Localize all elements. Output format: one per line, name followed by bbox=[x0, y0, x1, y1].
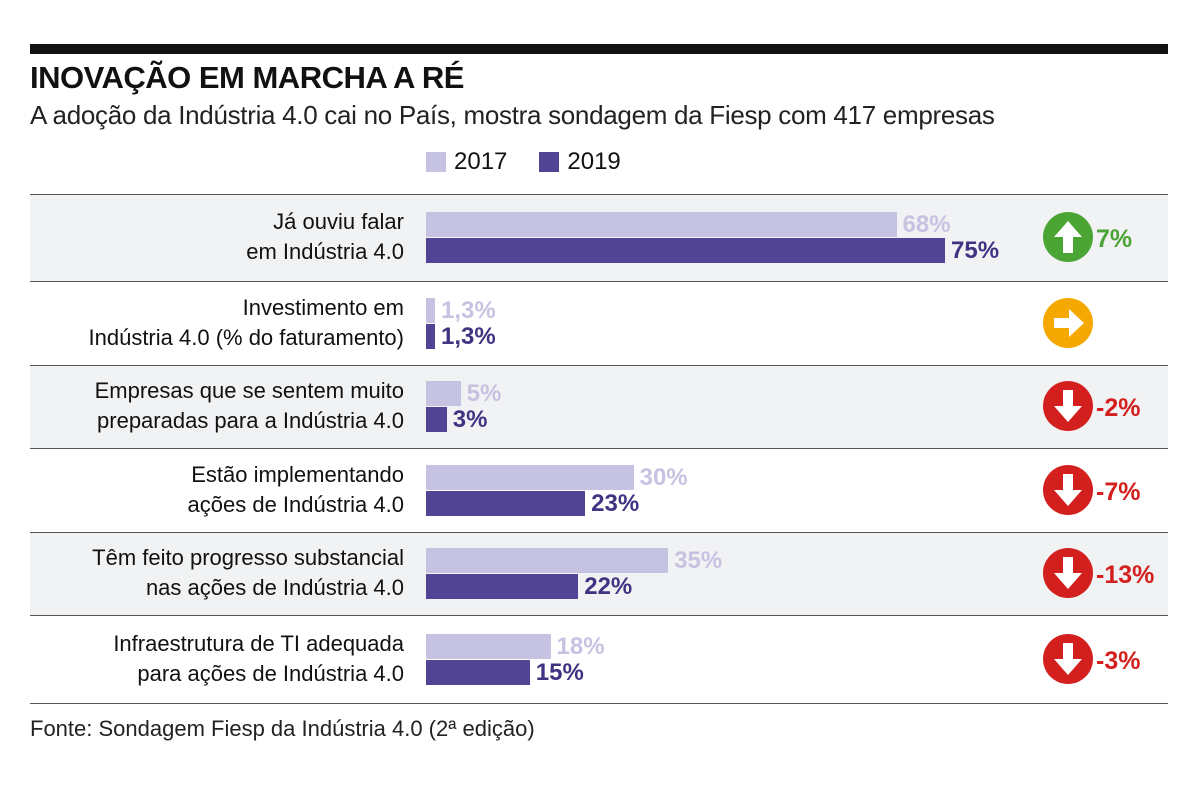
category-label: Empresas que se sentem muito preparadas p… bbox=[95, 376, 404, 436]
category-label-line: para ações de Indústria 4.0 bbox=[137, 660, 404, 686]
chart-row: Já ouviu falar em Indústria 4.0 68% 75% 7% bbox=[30, 194, 1168, 281]
bar-2017 bbox=[426, 548, 669, 573]
change-indicator: -7% bbox=[1042, 464, 1140, 521]
chart-row: Investimento em Indústria 4.0 (% do fatur… bbox=[30, 281, 1168, 365]
legend-item-2017: 2017 bbox=[426, 148, 507, 176]
category-label: Têm feito progresso substancial nas ações… bbox=[92, 543, 404, 603]
change-indicator: 7% bbox=[1042, 211, 1132, 268]
category-label-line: Têm feito progresso substancial bbox=[92, 545, 404, 570]
category-label-line: em Indústria 4.0 bbox=[246, 239, 404, 264]
legend-swatch-2017 bbox=[426, 152, 446, 172]
change-indicator: -3% bbox=[1042, 633, 1140, 690]
chart-title: INOVAÇÃO EM MARCHA A RÉ bbox=[30, 60, 464, 95]
category-label-line: Empresas que se sentem muito bbox=[94, 378, 404, 403]
source-note: Fonte: Sondagem Fiesp da Indústria 4.0 (… bbox=[30, 716, 535, 741]
bar-2017 bbox=[426, 633, 551, 659]
category-label: Investimento em Indústria 4.0 (% do fatur… bbox=[89, 293, 405, 353]
change-indicator: -2% bbox=[1042, 380, 1140, 437]
data-label-2017: 68% bbox=[902, 211, 951, 238]
chart-row: Estão implementando ações de Indústria 4.… bbox=[30, 448, 1168, 532]
category-label: Já ouviu falar em Indústria 4.0 bbox=[246, 207, 404, 267]
bar-2019 bbox=[426, 659, 530, 685]
arrow-down-icon bbox=[1042, 380, 1094, 437]
change-value: -7% bbox=[1096, 477, 1141, 506]
data-label-2019: 15% bbox=[535, 658, 584, 686]
bar-2017 bbox=[426, 381, 461, 406]
data-label-2019: 23% bbox=[591, 489, 640, 517]
bar-2019 bbox=[426, 490, 586, 516]
arrow-right-icon bbox=[1042, 297, 1094, 354]
data-label-2019: 3% bbox=[452, 406, 488, 433]
legend-item-2019: 2019 bbox=[539, 148, 621, 176]
top-rule bbox=[30, 44, 1168, 54]
chart-rows: Já ouviu falar em Indústria 4.0 68% 75% 7% In… bbox=[30, 194, 1168, 704]
chart-subtitle: A adoção da Indústria 4.0 cai no País, m… bbox=[30, 100, 995, 130]
arrow-down-icon bbox=[1042, 547, 1094, 604]
bar-2017 bbox=[426, 464, 634, 490]
chart-row: Têm feito progresso substancial nas ações… bbox=[30, 532, 1168, 615]
category-label-line: Já ouviu falar bbox=[273, 209, 404, 234]
category-label: Estão implementando ações de Indústria 4.… bbox=[188, 460, 404, 520]
arrow-down-icon bbox=[1042, 464, 1094, 521]
data-label-2017: 5% bbox=[466, 380, 502, 407]
change-indicator: -13% bbox=[1042, 547, 1154, 604]
category-label-line: Indústria 4.0 (% do faturamento) bbox=[88, 324, 405, 350]
data-label-2017: 30% bbox=[639, 463, 688, 491]
change-value: -2% bbox=[1096, 394, 1141, 422]
change-indicator bbox=[1042, 297, 1094, 354]
legend-label-2017: 2017 bbox=[454, 148, 508, 175]
chart-row: Empresas que se sentem muito preparadas p… bbox=[30, 365, 1168, 448]
chart-row: Infraestrutura de TI adequada para ações … bbox=[30, 615, 1168, 704]
arrow-down-icon bbox=[1042, 633, 1094, 690]
bar-2017 bbox=[426, 297, 435, 323]
change-value: 7% bbox=[1096, 225, 1133, 253]
legend-swatch-2019 bbox=[539, 152, 560, 172]
category-label-line: nas ações de Indústria 4.0 bbox=[145, 575, 404, 600]
data-label-2019: 22% bbox=[584, 573, 633, 600]
bar-2019 bbox=[426, 238, 945, 263]
category-label-line: Infraestrutura de TI adequada bbox=[113, 630, 404, 656]
data-label-2017: 35% bbox=[674, 547, 723, 574]
arrow-up-icon bbox=[1042, 211, 1094, 268]
legend-label-2019: 2019 bbox=[567, 148, 621, 175]
category-label: Infraestrutura de TI adequada para ações … bbox=[113, 629, 404, 689]
bar-2019 bbox=[426, 574, 579, 599]
bar-2019 bbox=[426, 323, 435, 349]
change-value: -3% bbox=[1096, 646, 1141, 675]
bar-2017 bbox=[426, 212, 897, 237]
data-label-2019: 1,3% bbox=[440, 322, 496, 350]
data-label-2019: 75% bbox=[951, 237, 1000, 264]
category-label-line: Estão implementando bbox=[191, 461, 404, 487]
category-label-line: ações de Indústria 4.0 bbox=[187, 491, 404, 517]
legend: 2017 2019 bbox=[426, 148, 653, 176]
data-label-2017: 18% bbox=[556, 632, 605, 660]
bar-2019 bbox=[426, 407, 447, 432]
category-label-line: Investimento em bbox=[242, 294, 404, 320]
category-label-line: preparadas para a Indústria 4.0 bbox=[97, 408, 404, 433]
data-label-2017: 1,3% bbox=[440, 296, 496, 324]
change-value: -13% bbox=[1096, 561, 1155, 589]
